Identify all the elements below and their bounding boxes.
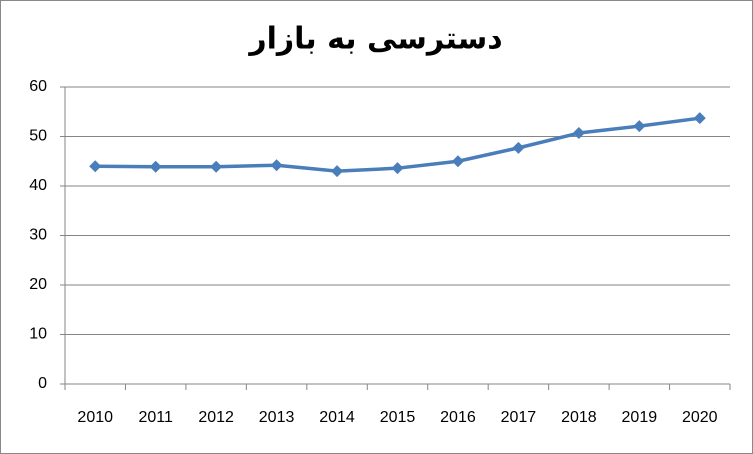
x-tick-label: 2019 xyxy=(622,409,658,426)
x-tick-label: 2020 xyxy=(682,409,718,426)
x-tick-label: 2013 xyxy=(259,409,295,426)
data-point xyxy=(210,160,223,173)
data-point xyxy=(331,165,344,178)
x-tick-label: 2016 xyxy=(440,409,476,426)
data-point xyxy=(693,112,706,125)
x-tick-label: 2011 xyxy=(138,409,173,426)
data-point xyxy=(633,120,646,133)
data-point xyxy=(270,159,283,172)
data-point xyxy=(572,127,585,140)
data-point xyxy=(391,162,404,175)
x-tick-label: 2010 xyxy=(77,409,113,426)
y-tick-label: 0 xyxy=(38,375,47,392)
x-tick-label: 2014 xyxy=(319,409,355,426)
data-point xyxy=(451,155,464,168)
x-tick-label: 2015 xyxy=(380,409,416,426)
y-tick-label: 10 xyxy=(29,326,47,343)
chart-title: دسترسی به بازار xyxy=(247,22,502,57)
y-tick-label: 50 xyxy=(29,128,47,145)
x-tick-label: 2017 xyxy=(501,409,537,426)
data-point xyxy=(149,160,162,173)
y-tick-label: 40 xyxy=(29,177,47,194)
y-tick-label: 60 xyxy=(29,78,47,95)
x-tick-label: 2012 xyxy=(198,409,234,426)
y-tick-label: 20 xyxy=(29,276,47,293)
data-point xyxy=(512,141,525,154)
data-point xyxy=(89,160,102,173)
y-tick-label: 30 xyxy=(29,227,47,244)
x-tick-label: 2018 xyxy=(561,409,597,426)
